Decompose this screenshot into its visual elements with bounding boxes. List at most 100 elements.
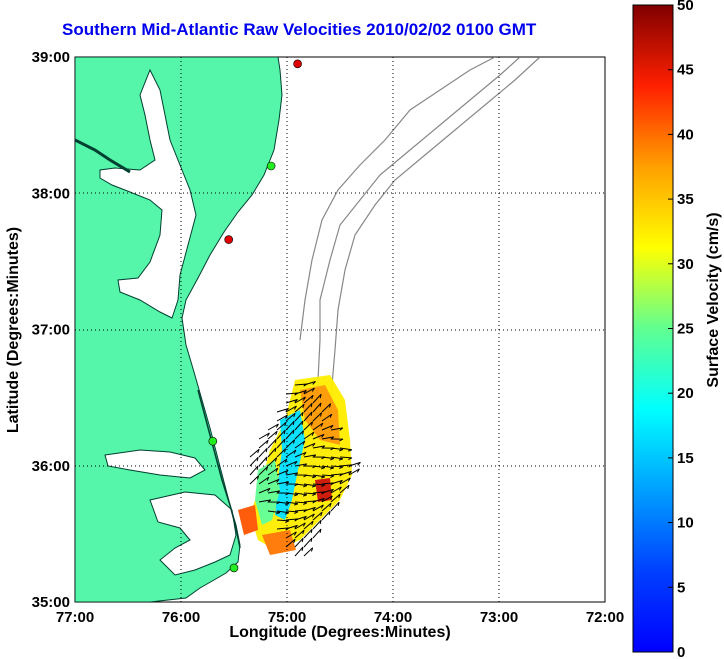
velocity-arrow [321,482,334,485]
velocity-arrow [339,447,352,451]
velocity-arrow [294,529,305,539]
colorbar-tick-label: 0 [677,644,685,659]
velocity-arrow [267,423,279,431]
velocity-arrow [294,537,304,548]
x-axis-label: Longitude (Degrees:Minutes) [229,624,451,641]
chesapeake-bay [99,68,197,319]
velocity-arrowhead [283,430,286,435]
velocity-arrow [276,527,289,530]
velocity-arrow [267,510,280,513]
velocity-arrow [312,483,326,486]
velocity-arrow [321,510,331,521]
velocity-arrow [312,528,322,539]
velocity-arrowhead [312,443,316,447]
velocity-arrow [312,402,322,413]
velocity-arrowhead [311,431,315,436]
velocity-arrow [249,465,259,476]
x-tick-label: 72:00 [586,609,624,626]
velocity-arrowhead [292,421,295,426]
velocity-arrowhead [285,470,289,474]
velocity-arrow [267,490,280,494]
velocity-arrowhead [265,456,268,462]
velocity-arrowhead [312,493,317,496]
velocity-arrowhead [329,467,335,470]
velocity-arrow [276,438,286,449]
velocity-arrow [294,463,307,467]
velocity-arrowhead [293,531,297,536]
velocity-arrowhead [310,421,314,426]
velocity-arrowhead [339,438,344,442]
velocity-arrowhead [320,422,324,427]
velocity-arrow [312,474,325,478]
y-tick-label: 36:00 [32,458,70,475]
velocity-arrowhead [311,387,315,392]
velocity-arrowhead [310,411,313,417]
velocity-arrowhead [293,538,296,544]
velocity-arrowhead [284,414,288,419]
velocity-arrow [303,492,317,495]
velocity-arrow [285,412,296,422]
velocity-arrowhead [266,440,269,445]
velocity-arrow [303,381,316,386]
velocity-arrow [303,528,313,539]
velocity-arrow [294,501,308,504]
velocity-arrow [339,456,353,459]
velocity-arrowhead [319,520,322,525]
velocity-arrowhead [275,431,278,436]
velocity-arrowhead [329,495,333,500]
velocity-arrow [312,393,322,404]
x-tick-label: 77:00 [56,609,94,626]
velocity-arrowhead [265,448,268,453]
velocity-arrow [303,500,316,503]
y-tick-label: 38:00 [32,185,70,202]
pamlico-sound [149,491,237,576]
velocity-arrowhead [310,547,314,552]
velocity-arrowhead [312,381,316,385]
velocity-arrowhead [312,476,317,479]
velocity-arrow [321,502,332,512]
colorbar-tick-label: 40 [677,126,694,143]
velocity-arrow [330,456,343,460]
x-tick-label: 76:00 [162,609,200,626]
velocity-arrow [330,493,341,503]
velocity-arrow [285,492,298,495]
velocity-arrow [258,432,270,440]
velocity-arrowhead [337,502,340,507]
velocity-arrow [267,467,279,476]
velocity-arrowhead [266,476,270,481]
velocity-arrowhead [302,522,306,527]
station-green-1 [266,161,276,171]
velocity-arrow [321,413,333,422]
velocity-arrowhead [301,430,305,435]
velocity-arrowhead [256,465,259,471]
velocity-arrowhead [303,516,307,520]
colorbar-tick-label: 45 [677,62,694,79]
x-tick-labels: 77:00 76:00 75:00 74:00 73:00 72:00 [56,609,624,626]
velocity-arrowhead [321,484,326,487]
velocity-arrowhead [302,440,306,445]
x-tick-label: 73:00 [480,609,518,626]
station-red-mid [224,235,233,244]
velocity-arrow [276,414,288,422]
velocity-arrow [330,473,343,476]
velocity-arrow [285,399,298,404]
velocity-arrow [312,511,323,521]
velocity-arrow [312,412,322,422]
velocity-arrow [258,439,269,449]
velocity-arrow [294,411,304,422]
velocity-arrowhead [356,468,360,473]
velocity-arrow [294,451,307,458]
velocity-arrowhead [348,457,353,460]
velocity-arrowhead [320,476,326,479]
velocity-arrowhead [347,449,353,452]
velocity-arrow [285,460,298,467]
velocity-arrow [321,474,335,477]
velocity-arrowhead [276,512,281,515]
velocity-arrow [303,442,316,449]
velocity-arrowhead [312,507,316,511]
colorbar-tick-label: 5 [677,579,685,596]
velocity-arrowhead [294,461,298,465]
velocity-arrowhead [311,520,314,526]
velocity-arrow [312,433,325,440]
station-markers [208,59,302,573]
